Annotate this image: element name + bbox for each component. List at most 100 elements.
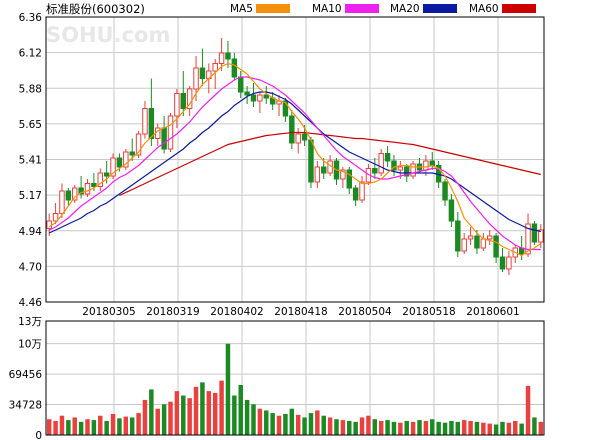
candle-down [231, 58, 238, 78]
volume-tick-label: 13万 [18, 316, 42, 328]
volume-bar [410, 421, 416, 435]
date-tick-label: 20180402 [210, 306, 263, 318]
price-axis: 6.36 6.12 5.88 5.65 5.41 5.17 4.94 4.70 4.46 [19, 12, 43, 309]
volume-bar [461, 420, 467, 435]
volume-bar [500, 421, 505, 435]
volume-bar [519, 423, 524, 435]
volume-bar [264, 410, 269, 435]
ma5-line [48, 62, 542, 257]
volume-bar [149, 389, 154, 435]
legend-ma10-swatch [344, 4, 379, 13]
volume-bar [532, 417, 537, 435]
volume-bar [104, 420, 109, 435]
candle-up [218, 52, 225, 64]
volume-bar [53, 420, 58, 435]
stock-title: 标准股份(600302) [46, 2, 145, 16]
volume-bar [98, 415, 103, 435]
volume-bar [117, 418, 122, 435]
volume-bar [455, 421, 461, 435]
volume-bar [200, 382, 205, 435]
date-tick-label: 20180418 [274, 306, 327, 318]
ma20-line [48, 91, 541, 234]
price-tick-label: 4.70 [19, 261, 42, 273]
candle-down [225, 52, 231, 60]
volume-bar [283, 413, 288, 435]
candle-down [499, 256, 506, 270]
volume-bar [372, 419, 378, 435]
volume-bar [315, 410, 320, 435]
candle-up [423, 160, 429, 171]
candle-down [78, 187, 84, 195]
candle-down [263, 94, 270, 99]
volume-bar [391, 421, 397, 435]
volume-tick-label: 69456 [9, 369, 43, 381]
candle-up [212, 63, 218, 72]
volume-tick-label: 10万 [18, 339, 42, 351]
candle-up [97, 172, 104, 187]
volume-bar [334, 419, 339, 435]
volume-bar [181, 395, 186, 435]
candle-down [289, 115, 295, 144]
grid-lines [46, 17, 544, 435]
candle-down [129, 151, 135, 156]
legend-ma5: MA5 [230, 3, 290, 15]
volume-bar [225, 343, 231, 435]
price-tick-label: 4.46 [19, 297, 43, 309]
legend-ma20-swatch [422, 4, 457, 13]
volume-bar [129, 417, 135, 435]
candle-down [250, 94, 257, 102]
volume-bar [423, 420, 429, 435]
candle-down [180, 93, 187, 109]
candle-down [103, 172, 110, 177]
volume-bar [308, 413, 314, 435]
date-tick-label: 20180319 [146, 306, 199, 318]
volume-bar [481, 422, 486, 435]
candle-down [346, 169, 353, 189]
volume-bar [110, 413, 116, 435]
volume-bar [398, 422, 403, 435]
volume-bar [193, 386, 199, 435]
candle-down [116, 157, 123, 168]
volume-bar [161, 404, 167, 435]
volume-bar [538, 421, 544, 435]
candle-up [167, 115, 174, 150]
candle-up [480, 238, 487, 249]
volume-bar [295, 414, 301, 435]
volume-bars [46, 343, 544, 435]
price-panel-frame [45, 16, 545, 303]
candle-down [352, 187, 359, 201]
volume-bar [212, 392, 218, 435]
candle-up [46, 220, 52, 229]
price-tick-label: 5.41 [19, 155, 42, 167]
legend-ma60-label: MA60 [469, 3, 499, 15]
candle-down [372, 168, 378, 174]
legend-ma20-label: MA20 [390, 3, 420, 15]
candle-up [84, 183, 91, 195]
candle-down [493, 235, 499, 258]
volume-bar [340, 420, 346, 435]
volume-bar [449, 420, 454, 435]
volume-bar [123, 416, 129, 435]
candle-down [320, 166, 327, 174]
candle-up [110, 157, 116, 177]
legend-ma10-label: MA10 [312, 3, 342, 15]
candle-up [71, 187, 78, 201]
candle-up [186, 88, 193, 109]
volume-bar [366, 415, 371, 435]
date-tick-label: 20180601 [466, 306, 519, 318]
volume-bar [430, 419, 435, 435]
candle-up [59, 190, 65, 214]
price-tick-label: 6.36 [19, 12, 43, 24]
volume-bar [404, 420, 409, 435]
candle-down [308, 139, 314, 183]
candle-down [237, 76, 244, 93]
candle-down [199, 67, 206, 79]
volume-bar [442, 422, 448, 435]
candle-down [403, 166, 410, 177]
date-axis: 20180305 20180319 20180402 20180418 20180504… [82, 306, 519, 318]
legend-ma10: MA10 [312, 3, 379, 15]
candle-up [461, 238, 467, 252]
volume-bar [59, 415, 65, 435]
